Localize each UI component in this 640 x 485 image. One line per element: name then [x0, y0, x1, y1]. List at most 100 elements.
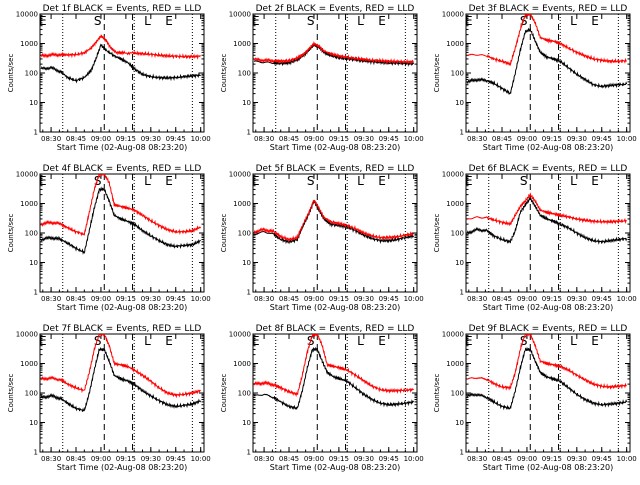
- y-tick-label: 100: [25, 390, 38, 398]
- panel-title: Det 9f BLACK = Events, RED = LLD: [469, 324, 628, 334]
- x-tick-label: 08:45: [66, 135, 86, 143]
- y-tick-label: 10: [455, 99, 464, 107]
- x-tick-label: 08:30: [254, 295, 274, 303]
- x-tick-label: 08:45: [492, 455, 512, 463]
- x-tick-label: 10:00: [617, 455, 637, 463]
- events-series-line: [40, 346, 202, 412]
- phase-marker: E: [591, 14, 599, 28]
- phase-marker: E: [39, 14, 47, 28]
- plot-frame: [252, 13, 418, 133]
- y-tick-label: 10000: [229, 11, 251, 19]
- y-tick-label: 1000: [233, 40, 251, 48]
- panel-det-2: Det 2f BLACK = Events, RED = LLD 1 10 100 10…: [220, 4, 424, 152]
- phase-marker: L: [144, 14, 151, 28]
- x-axis-label: Start Time (02-Aug-08 08:23:20): [270, 143, 401, 152]
- x-tick-label: 10:00: [404, 295, 424, 303]
- y-tick-label: 100: [238, 390, 251, 398]
- panel-det-5: Det 5f BLACK = Events, RED = LLD 1 10 100 10…: [220, 164, 424, 312]
- y-tick-label: 1: [460, 449, 464, 457]
- phase-marker: E: [165, 14, 173, 28]
- plot-frame: [39, 333, 205, 453]
- x-tick-label: 09:30: [354, 455, 374, 463]
- x-axis-label: Start Time (02-Aug-08 08:23:20): [483, 303, 614, 312]
- x-tick-label: 08:30: [41, 455, 61, 463]
- phase-marker: E: [252, 174, 260, 188]
- x-tick-label: 09:45: [379, 455, 399, 463]
- x-tick-label: 08:45: [66, 455, 86, 463]
- x-tick-label: 10:00: [404, 455, 424, 463]
- x-tick-label: 09:15: [329, 135, 349, 143]
- events-series-line: [253, 346, 415, 411]
- y-axis-label: Counts/sec: [7, 54, 15, 93]
- x-tick-label: 09:30: [354, 295, 374, 303]
- y-tick-label: 10: [242, 259, 251, 267]
- x-axis-label: Start Time (02-Aug-08 08:23:20): [483, 143, 614, 152]
- x-tick-label: 08:45: [66, 295, 86, 303]
- x-tick-label: 08:30: [467, 135, 487, 143]
- y-axis-label: Counts/sec: [220, 374, 228, 413]
- y-tick-label: 100: [25, 230, 38, 238]
- lld-series-line: [466, 192, 627, 227]
- phase-marker: E: [378, 14, 386, 28]
- x-axis-label: Start Time (02-Aug-08 08:23:20): [270, 463, 401, 472]
- y-tick-label: 10: [29, 99, 38, 107]
- x-tick-label: 09:45: [592, 455, 612, 463]
- y-tick-label: 1: [34, 449, 38, 457]
- x-tick-label: 09:15: [116, 135, 136, 143]
- x-tick-label: 08:45: [279, 295, 299, 303]
- x-tick-label: 10:00: [191, 455, 211, 463]
- y-tick-label: 1: [247, 129, 251, 137]
- y-axis-label: Counts/sec: [220, 54, 228, 93]
- x-tick-label: 08:45: [492, 295, 512, 303]
- x-tick-label: 09:45: [592, 295, 612, 303]
- y-tick-label: 100: [238, 230, 251, 238]
- y-tick-label: 100: [25, 70, 38, 78]
- y-tick-label: 10: [242, 419, 251, 427]
- phase-marker: L: [570, 14, 577, 28]
- panel-det-1: Det 1f BLACK = Events, RED = LLD 1 10 100 10…: [7, 4, 211, 152]
- y-tick-label: 1000: [446, 360, 464, 368]
- plot-frame: [465, 13, 631, 133]
- plot-frame: [465, 333, 631, 453]
- x-tick-label: 09:15: [329, 295, 349, 303]
- phase-marker: L: [144, 174, 151, 188]
- y-tick-label: 10000: [16, 11, 38, 19]
- y-tick-label: 1000: [20, 360, 38, 368]
- y-tick-label: 100: [451, 390, 464, 398]
- x-tick-label: 10:00: [191, 135, 211, 143]
- x-tick-label: 10:00: [617, 135, 637, 143]
- panel-title: Det 1f BLACK = Events, RED = LLD: [43, 4, 202, 14]
- plot-frame: [252, 333, 418, 453]
- x-axis-label: Start Time (02-Aug-08 08:23:20): [57, 143, 188, 152]
- x-tick-label: 10:00: [191, 295, 211, 303]
- phase-marker: E: [378, 334, 386, 348]
- x-axis-label: Start Time (02-Aug-08 08:23:20): [483, 463, 614, 472]
- y-axis-label: Counts/sec: [7, 214, 15, 253]
- phase-marker: L: [570, 334, 577, 348]
- lld-series-line: [253, 41, 414, 66]
- phase-marker: E: [39, 174, 47, 188]
- y-tick-label: 1: [460, 289, 464, 297]
- x-tick-label: 10:00: [617, 295, 637, 303]
- x-tick-label: 09:30: [141, 455, 161, 463]
- y-tick-label: 1000: [20, 40, 38, 48]
- panel-det-8: Det 8f BLACK = Events, RED = LLD 1 10 100 10…: [220, 324, 424, 472]
- y-tick-label: 1: [34, 289, 38, 297]
- events-series-line: [466, 196, 628, 245]
- x-tick-label: 09:00: [91, 295, 111, 303]
- y-tick-label: 10000: [229, 331, 251, 339]
- y-tick-label: 1000: [233, 200, 251, 208]
- x-tick-label: 08:30: [467, 455, 487, 463]
- y-tick-label: 1: [247, 289, 251, 297]
- events-series-line: [40, 43, 201, 84]
- x-tick-label: 09:30: [567, 135, 587, 143]
- x-tick-label: 09:00: [91, 135, 111, 143]
- events-series-line: [466, 27, 628, 95]
- phase-marker: L: [570, 174, 577, 188]
- y-axis-label: Counts/sec: [433, 214, 441, 253]
- y-tick-label: 10: [455, 419, 464, 427]
- phase-marker: E: [465, 14, 473, 28]
- x-tick-label: 09:30: [141, 135, 161, 143]
- x-tick-label: 09:30: [141, 295, 161, 303]
- y-tick-label: 10000: [442, 11, 464, 19]
